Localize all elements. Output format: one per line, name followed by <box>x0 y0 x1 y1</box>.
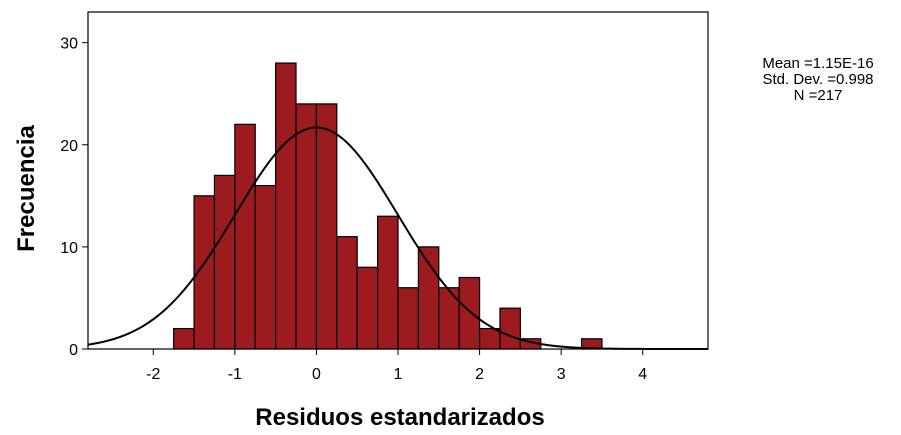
histogram-bar <box>295 103 318 350</box>
histogram-bar <box>356 266 379 350</box>
histogram-bar <box>234 123 256 350</box>
histogram-bar <box>315 103 338 350</box>
histogram-bar <box>336 236 358 350</box>
x-tick-label: -2 <box>146 366 160 383</box>
stats-mean: Mean =1.15E-16 <box>762 55 873 72</box>
histogram-bar <box>458 276 481 350</box>
histogram-bar <box>213 174 236 350</box>
stats-legend: Mean =1.15E-16 Std. Dev. =0.998 N =217 <box>762 55 873 104</box>
histogram-bar <box>397 287 419 350</box>
x-tick-label: 2 <box>475 366 484 383</box>
stats-n: N =217 <box>794 87 843 104</box>
x-axis: -2 -1 0 1 2 3 4 <box>146 349 647 383</box>
histogram-bar <box>173 327 195 350</box>
stats-std-dev: Std. Dev. =0.998 <box>762 71 873 88</box>
histogram-bar <box>275 62 297 350</box>
x-axis-title: Residuos estandarizados <box>255 404 544 431</box>
y-tick-label: 20 <box>60 138 78 155</box>
x-tick-label: 0 <box>312 366 321 383</box>
histogram-bars <box>173 62 603 350</box>
y-tick-label: 30 <box>60 36 78 53</box>
histogram-bar <box>499 307 521 350</box>
y-tick-label: 10 <box>60 240 78 257</box>
normal-curve <box>87 126 708 350</box>
y-axis-title: Frecuencia <box>13 124 40 251</box>
histogram-bar <box>377 215 399 350</box>
histogram-bar <box>478 327 501 350</box>
x-tick-label: 3 <box>557 366 566 383</box>
y-tick-label: 0 <box>69 342 78 359</box>
x-tick-label: 1 <box>394 366 403 383</box>
x-tick-label: 4 <box>638 366 647 383</box>
histogram-bar <box>254 185 277 350</box>
y-axis: 0 10 20 30 <box>60 36 88 359</box>
x-tick-label: -1 <box>228 366 242 383</box>
